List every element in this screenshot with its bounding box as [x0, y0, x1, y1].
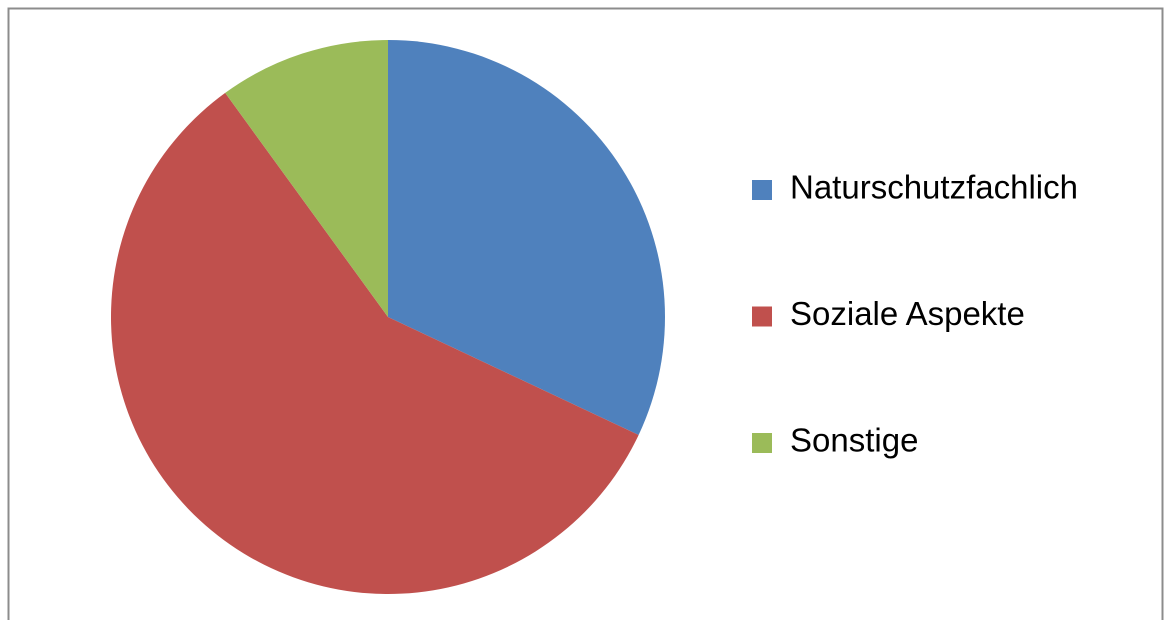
legend-label: Sonstige: [790, 422, 918, 459]
chart-frame: [7, 7, 1164, 620]
pie-slice: [388, 40, 665, 435]
legend-swatch: [752, 306, 772, 327]
legend-swatch: [752, 180, 772, 200]
legend-label: Soziale Aspekte: [790, 295, 1025, 332]
pie-slice: [225, 40, 388, 317]
pie-slice: [110, 92, 639, 595]
legend-label: Naturschutzfachlich: [790, 169, 1078, 206]
legend-swatch: [752, 433, 772, 453]
